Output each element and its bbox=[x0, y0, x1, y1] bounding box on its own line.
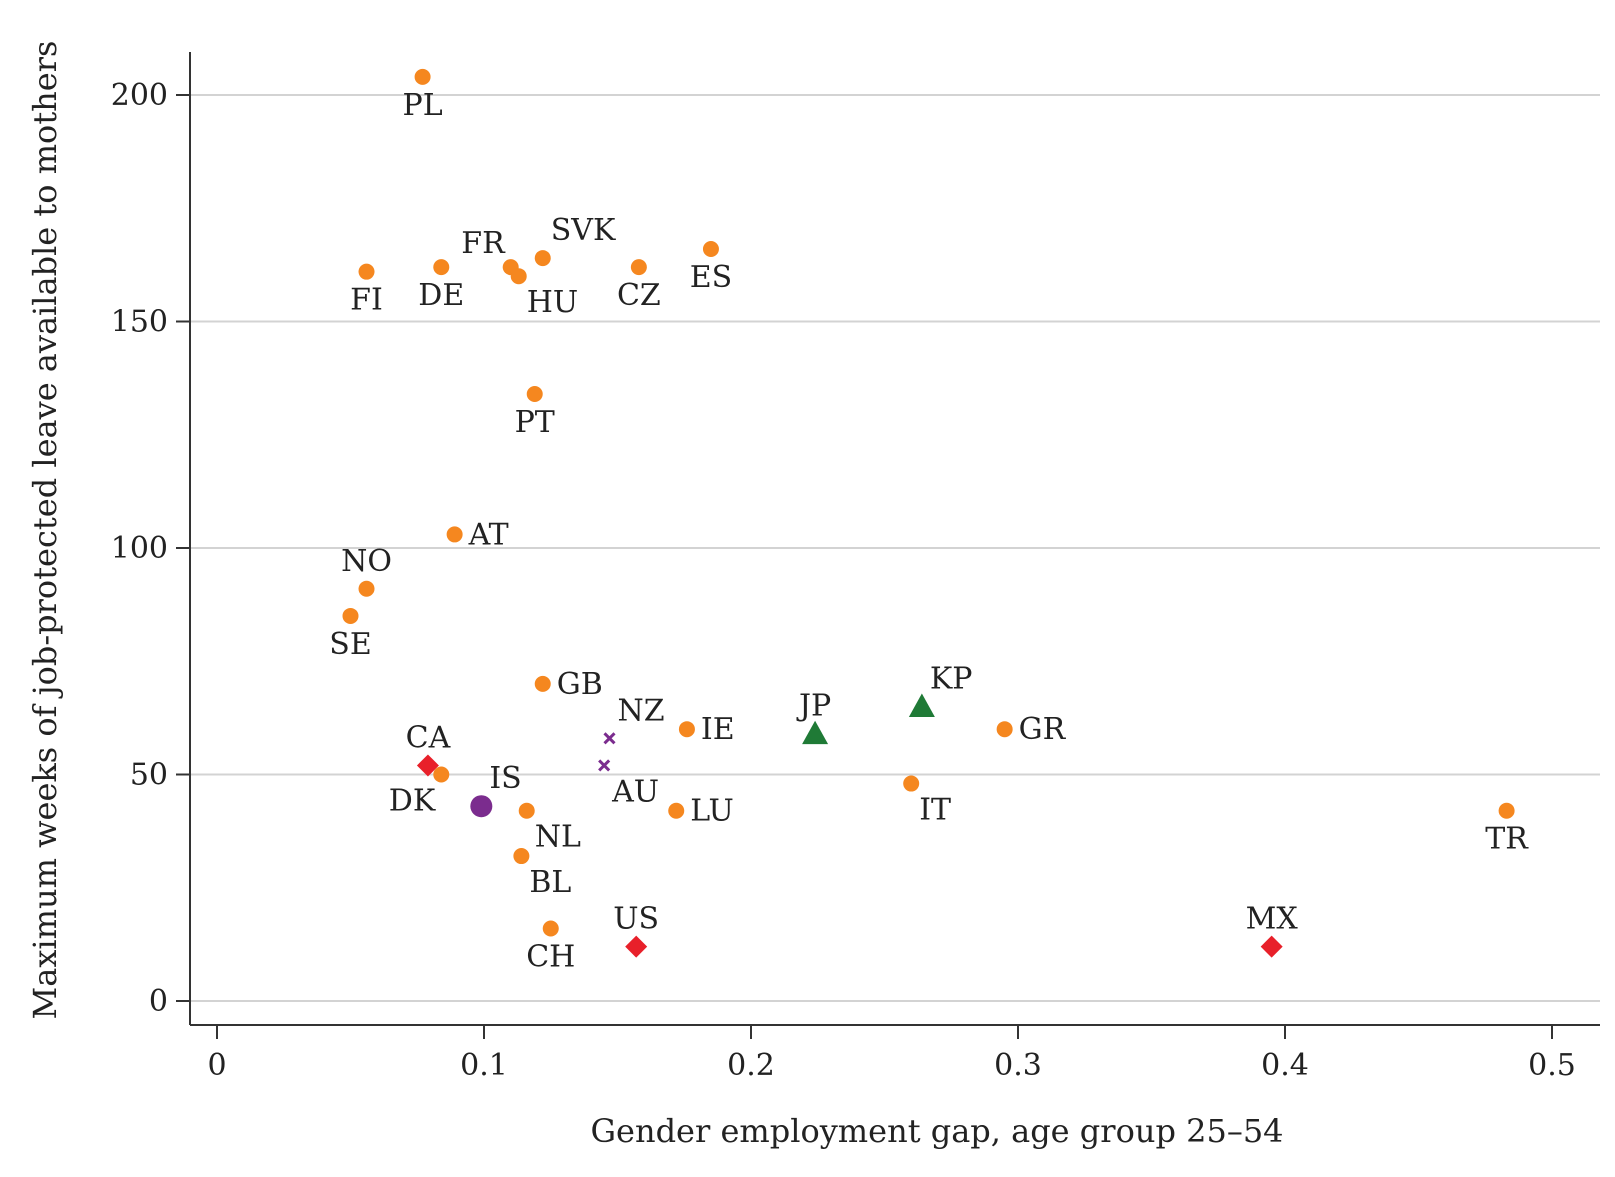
label-pt: PT bbox=[515, 405, 555, 440]
point-fi bbox=[358, 263, 375, 280]
point-us bbox=[625, 935, 648, 958]
x-tick-label: 0.5 bbox=[1528, 1048, 1576, 1083]
point-tr bbox=[1498, 802, 1515, 819]
label-se: SE bbox=[329, 627, 371, 662]
axes: 0 50 100 150 200 0 0.1 0.2 0.3 0.4 0.5 bbox=[111, 52, 1600, 1083]
y-axis-title: Maximum weeks of job-protected leave ava… bbox=[26, 41, 64, 1020]
point-ie bbox=[678, 721, 695, 738]
point-pl bbox=[414, 68, 431, 85]
point-ch bbox=[542, 920, 559, 937]
point-nl bbox=[518, 802, 535, 819]
point-it bbox=[903, 775, 920, 792]
label-gb: GB bbox=[557, 667, 603, 702]
x-tick-label: 0.3 bbox=[994, 1048, 1042, 1083]
label-es: ES bbox=[690, 260, 732, 295]
label-nl: NL bbox=[535, 820, 581, 855]
y-tick-label: 150 bbox=[111, 305, 168, 340]
label-hu: HU bbox=[527, 285, 578, 320]
label-cz: CZ bbox=[617, 278, 661, 313]
label-gr: GR bbox=[1019, 712, 1067, 747]
point-ca bbox=[416, 754, 439, 777]
label-at: AT bbox=[468, 517, 509, 552]
point-is bbox=[470, 795, 493, 818]
point-no bbox=[358, 580, 375, 597]
label-is: IS bbox=[489, 761, 521, 796]
x-tick-label: 0.1 bbox=[460, 1048, 508, 1083]
point-dk bbox=[433, 766, 450, 783]
point-hu bbox=[510, 268, 527, 285]
point-svk bbox=[534, 250, 551, 267]
label-lu: LU bbox=[690, 794, 734, 829]
point-at bbox=[446, 526, 463, 543]
data-points bbox=[342, 68, 1515, 958]
label-ca: CA bbox=[406, 720, 451, 755]
point-mx bbox=[1260, 935, 1283, 958]
label-no: NO bbox=[341, 544, 392, 579]
label-au: AU bbox=[611, 774, 659, 809]
label-dk: DK bbox=[389, 784, 436, 819]
point-gb bbox=[534, 675, 551, 692]
point-kp bbox=[908, 693, 935, 717]
label-it: IT bbox=[919, 793, 951, 828]
point-de bbox=[433, 259, 450, 276]
y-tick-label: 0 bbox=[149, 984, 168, 1019]
y-tick-label: 100 bbox=[111, 531, 168, 566]
label-tr: TR bbox=[1485, 822, 1529, 857]
point-bl bbox=[513, 848, 530, 865]
gridlines bbox=[190, 94, 1600, 1002]
x-tick-label: 0 bbox=[207, 1048, 226, 1083]
x-tick-label: 0.4 bbox=[1261, 1048, 1309, 1083]
point-lu bbox=[668, 802, 685, 819]
y-tick-label: 200 bbox=[111, 78, 168, 113]
label-fi: FI bbox=[350, 283, 383, 318]
point-au bbox=[598, 759, 611, 772]
point-es bbox=[702, 241, 719, 258]
label-nz: NZ bbox=[617, 693, 664, 728]
x-axis-title: Gender employment gap, age group 25–54 bbox=[590, 1112, 1283, 1150]
label-ch: CH bbox=[526, 940, 575, 975]
x-tick-label: 0.2 bbox=[727, 1048, 775, 1083]
y-tick-label: 50 bbox=[130, 758, 168, 793]
label-svk: SVK bbox=[551, 213, 616, 248]
label-jp: JP bbox=[796, 689, 831, 724]
point-pt bbox=[526, 385, 543, 402]
label-kp: KP bbox=[930, 662, 973, 697]
label-de: DE bbox=[418, 278, 464, 313]
label-ie: IE bbox=[701, 712, 735, 747]
point-gr bbox=[996, 721, 1013, 738]
point-jp bbox=[802, 720, 829, 745]
label-us: US bbox=[613, 902, 659, 937]
label-pl: PL bbox=[403, 88, 443, 123]
label-bl: BL bbox=[529, 865, 571, 900]
label-mx: MX bbox=[1246, 902, 1299, 937]
point-se bbox=[342, 607, 359, 624]
label-fr: FR bbox=[461, 226, 506, 261]
point-nz bbox=[603, 732, 616, 745]
point-cz bbox=[630, 259, 647, 276]
